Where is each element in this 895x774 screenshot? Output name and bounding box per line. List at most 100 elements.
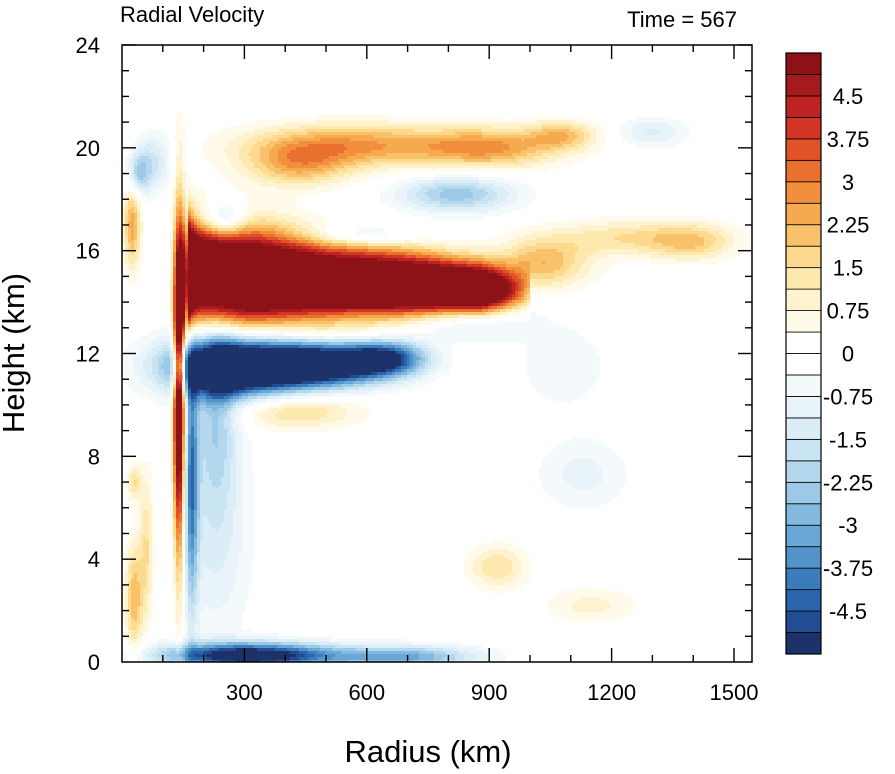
field-cell — [476, 546, 522, 550]
field-cell — [347, 378, 357, 382]
axis-ticks — [122, 44, 752, 662]
field-cell — [314, 243, 321, 247]
field-cell — [176, 261, 186, 265]
field-cell — [551, 282, 573, 286]
field-cell — [149, 585, 153, 589]
field-cell — [173, 510, 177, 514]
field-cell — [179, 204, 183, 208]
field-cell — [197, 513, 201, 517]
field-cell — [386, 144, 429, 148]
field-cell — [527, 306, 531, 310]
field-cell — [194, 417, 198, 421]
field-cell — [143, 552, 150, 556]
field-cell — [197, 633, 237, 637]
field-cell — [527, 294, 531, 298]
field-cell — [200, 480, 204, 484]
field-cell — [125, 570, 129, 574]
field-cell — [191, 321, 195, 325]
field-cell — [584, 276, 600, 280]
field-cell — [359, 174, 381, 178]
field-cell — [416, 180, 432, 184]
field-cell — [584, 261, 597, 265]
field-cell — [197, 594, 201, 598]
field-cell — [182, 414, 186, 418]
field-cell — [527, 291, 531, 295]
field-cell — [242, 537, 255, 541]
field-cell — [152, 573, 156, 577]
field-cell — [122, 255, 126, 259]
field-cell — [239, 234, 264, 238]
field-cell — [137, 159, 153, 163]
field-cell — [332, 384, 342, 388]
field-cell — [170, 357, 174, 361]
field-cell — [443, 648, 459, 652]
field-cell — [143, 549, 150, 553]
colorbar-swatch — [785, 589, 822, 612]
field-cell — [566, 147, 579, 151]
field-cell — [674, 126, 690, 130]
field-cell — [173, 489, 177, 493]
field-cell — [242, 540, 255, 544]
field-cell — [128, 228, 132, 232]
field-cell — [200, 513, 225, 517]
field-cell — [242, 402, 249, 406]
field-cell — [137, 225, 141, 229]
field-cell — [461, 135, 483, 139]
field-cell — [428, 339, 588, 343]
field-cell — [464, 567, 474, 571]
field-cell — [155, 354, 162, 358]
field-cell — [410, 318, 426, 322]
y-tick-label: 12 — [76, 342, 100, 367]
field-cell — [149, 591, 153, 595]
field-cell — [122, 210, 126, 214]
field-cell — [260, 168, 270, 172]
field-cell — [515, 273, 522, 277]
field-cell — [182, 186, 186, 190]
field-cell — [128, 234, 132, 238]
field-cell — [425, 351, 432, 355]
field-cell — [185, 579, 189, 583]
field-cell — [152, 537, 156, 541]
field-cell — [395, 351, 399, 355]
field-cell — [527, 225, 579, 229]
field-cell — [200, 522, 204, 526]
field-cell — [143, 600, 147, 604]
field-cell — [134, 480, 138, 484]
field-cell — [176, 546, 180, 550]
field-cell — [176, 192, 183, 196]
field-cell — [173, 492, 177, 496]
time-label: Time = 567 — [627, 7, 737, 32]
field-cell — [242, 501, 255, 505]
field-cell — [191, 537, 195, 541]
field-cell — [260, 660, 279, 662]
field-cell — [239, 567, 252, 571]
field-cell — [407, 375, 417, 379]
field-cell — [236, 570, 252, 574]
field-cell — [269, 159, 279, 163]
field-cell — [245, 405, 252, 409]
y-tick-label: 8 — [88, 444, 100, 469]
field-cell — [179, 171, 183, 175]
colorbar-label: -1.5 — [829, 427, 867, 452]
field-cell — [173, 297, 177, 301]
field-cell — [188, 291, 510, 295]
field-cell — [122, 615, 126, 619]
field-cell — [512, 276, 519, 280]
field-cell — [290, 225, 303, 229]
colorbar-label: -3.75 — [823, 556, 873, 581]
field-cell — [128, 210, 135, 214]
field-cell — [230, 537, 243, 541]
field-cell — [272, 240, 282, 244]
field-cell — [149, 486, 153, 490]
field-cell — [176, 279, 186, 283]
field-cell — [161, 342, 171, 346]
field-cell — [425, 318, 441, 322]
field-cell — [194, 627, 201, 631]
field-cell — [143, 531, 150, 535]
field-cell — [134, 141, 141, 145]
field-cell — [131, 219, 135, 223]
field-cell — [416, 237, 432, 241]
field-cell — [125, 159, 129, 163]
field-cell — [149, 387, 159, 391]
field-cell — [125, 549, 129, 553]
